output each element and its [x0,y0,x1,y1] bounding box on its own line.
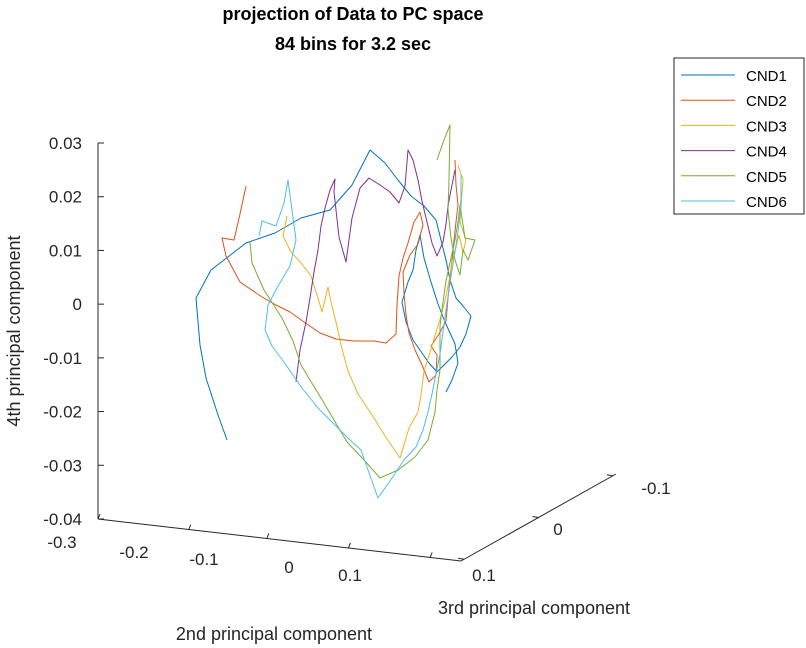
legend-entry-label: CND2 [746,93,787,110]
y-tick-label: -0.1 [641,479,670,498]
z-axis-ticks: 0.03 0.02 0.01 0 -0.01 -0.02 -0.03 -0.04 [43,134,104,529]
series-line-cnd5 [249,124,476,479]
z-tick-label: -0.01 [43,349,82,368]
y-tick-mark [532,516,539,518]
x-tick-label: -0.3 [47,533,76,552]
x-tick-label: -0.1 [189,550,218,569]
x-tick-mark [266,533,270,539]
y-tick-mark [606,474,613,477]
legend-items: CND1 CND2 CND3 CND4 CND5 CND6 [681,68,787,211]
x-tick-label: -0.2 [119,543,148,562]
y-tick-label: 0.1 [472,566,496,585]
legend-entry-label: CND1 [746,68,787,85]
z-tick-label: 0.03 [49,134,82,153]
z-tick-label: 0.01 [49,241,82,260]
legend-box [673,57,805,215]
series-line-cnd3 [282,164,467,459]
x-axis-line [97,518,462,562]
x-tick-mark [188,524,192,530]
y-axis-ticks: -0.1 0 0.1 [458,474,671,585]
y-axis-label: 3rd principal component [438,598,630,618]
series-layer [195,124,476,499]
x-tick-label: 0 [284,558,293,577]
series-line-cnd6 [258,175,462,499]
z-tick-label: 0 [73,295,82,314]
legend-entry-label: CND5 [746,169,787,186]
z-tick-label: -0.03 [43,456,82,475]
legend: CND1 CND2 CND3 CND4 CND5 CND6 [673,57,805,215]
legend-entry-label: CND4 [746,144,787,161]
x-tick-label: 0.1 [338,566,362,585]
z-tick-label: -0.04 [43,510,82,529]
chart-title-line-2: 84 bins for 3.2 sec [275,34,431,54]
axes [97,143,617,562]
z-tick-label: 0.02 [49,188,82,207]
x-axis-label: 2nd principal component [176,624,372,644]
x-axis-ticks: -0.3 -0.2 -0.1 0 0.1 [47,513,433,585]
z-axis-label: 4th principal component [4,235,24,426]
series-line-cnd2 [221,159,459,383]
legend-entry-label: CND3 [746,118,787,135]
series-line-cnd4 [295,149,456,383]
x-tick-mark [429,552,433,558]
z-tick-label: -0.02 [43,403,82,422]
y-tick-mark [458,557,465,560]
y-tick-label: 0 [553,520,562,539]
x-tick-mark [348,542,351,549]
series-line-cnd1 [195,149,472,441]
x-tick-mark [97,513,101,520]
chart-title-line-1: projection of Data to PC space [222,4,483,24]
legend-entry-label: CND6 [746,194,787,211]
